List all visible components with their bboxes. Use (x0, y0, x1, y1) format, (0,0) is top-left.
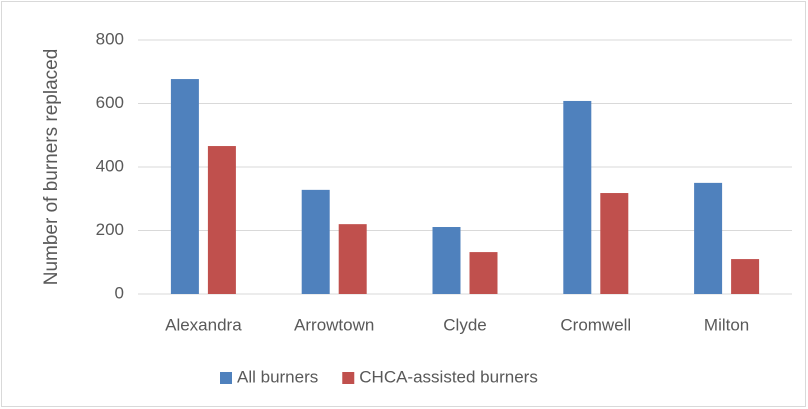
x-tick-label: Clyde (443, 315, 486, 334)
bar (731, 259, 760, 294)
legend-swatch (220, 372, 232, 384)
y-tick-label: 0 (115, 283, 124, 302)
legend-label: All burners (237, 367, 318, 386)
bar (432, 227, 461, 294)
bar (469, 252, 498, 294)
x-tick-label: Alexandra (165, 315, 242, 334)
x-tick-label: Milton (704, 315, 749, 334)
bar (207, 146, 236, 294)
bar (170, 79, 199, 295)
y-tick-label: 800 (96, 29, 124, 48)
x-tick-label: Cromwell (560, 315, 631, 334)
legend-swatch (342, 372, 355, 384)
legend-label: CHCA-assisted burners (359, 367, 538, 386)
y-tick-label: 600 (96, 93, 124, 112)
bar (563, 100, 592, 295)
y-axis-label: Number of burners replaced (41, 49, 62, 286)
bar (338, 224, 367, 294)
bar (600, 193, 629, 294)
x-tick-label: Arrowtown (294, 315, 374, 334)
y-tick-label: 400 (96, 156, 124, 175)
bar (301, 189, 330, 294)
y-tick-label: 200 (96, 220, 124, 239)
bar (694, 182, 723, 294)
